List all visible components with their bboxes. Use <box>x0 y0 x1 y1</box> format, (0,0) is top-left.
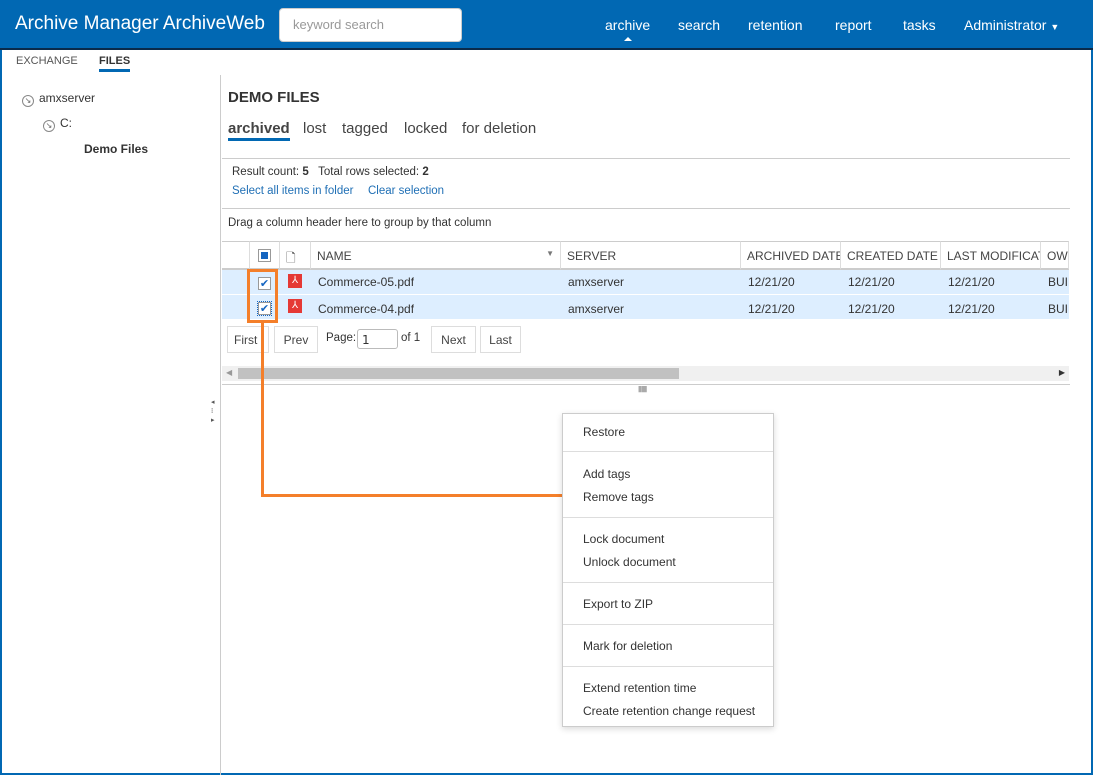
nav-administrator[interactable]: Administrator ▼ <box>964 17 1060 33</box>
prev-page-button[interactable]: Prev <box>274 326 318 353</box>
tree-item-amxserver[interactable]: ↘ amxserver <box>22 91 95 107</box>
row-checkbox[interactable]: ✔ <box>257 301 272 316</box>
pdf-icon: ⅄ <box>288 274 302 288</box>
column-last-modification[interactable]: LAST MODIFICATION <box>941 241 1041 270</box>
panel-divider[interactable] <box>220 75 221 775</box>
annotation-box <box>247 269 278 323</box>
table-row[interactable]: ✔ ⅄ Commerce-05.pdf amxserver 12/21/20 1… <box>222 270 1069 294</box>
tab-archived[interactable]: archived <box>228 120 290 141</box>
select-all-link[interactable]: Select all items in folder <box>232 185 354 197</box>
last-page-button[interactable]: Last <box>480 326 521 353</box>
column-archived-date[interactable]: ARCHIVED DATE <box>741 241 841 270</box>
menu-restore[interactable]: Restore <box>583 425 626 439</box>
column-owner[interactable]: OW <box>1041 241 1069 270</box>
nav-search[interactable]: search <box>678 17 721 33</box>
tab-exchange[interactable]: EXCHANGE <box>16 55 78 67</box>
menu-add-tags[interactable]: Add tags <box>583 467 631 481</box>
select-all-checkbox[interactable] <box>250 241 280 270</box>
menu-extend-retention[interactable]: Extend retention time <box>583 681 697 695</box>
pdf-icon: ⅄ <box>288 299 302 313</box>
expand-icon: ↘ <box>22 95 34 107</box>
app-title: Archive Manager ArchiveWeb <box>15 13 265 34</box>
annotation-line <box>261 323 264 497</box>
sort-menu-icon: ▼ <box>546 249 554 258</box>
scrollbar-thumb[interactable] <box>238 368 679 379</box>
annotation-line <box>261 494 563 497</box>
nav-report[interactable]: report <box>835 17 872 33</box>
search-placeholder: keyword search <box>293 17 385 32</box>
caret-down-icon: ▼ <box>1050 22 1060 32</box>
tree-item-demo-files[interactable]: Demo Files <box>84 142 149 156</box>
collapse-handle-icon[interactable]: ◂ ⁞ ▸ <box>211 398 215 424</box>
tree-item-c[interactable]: ↘ C: <box>43 116 72 132</box>
keyword-search-input[interactable]: keyword search <box>279 8 462 42</box>
table-row[interactable]: ✔ ⅄ Commerce-04.pdf amxserver 12/21/20 1… <box>222 295 1069 319</box>
file-name: Commerce-05.pdf <box>318 275 415 289</box>
active-caret-icon <box>623 37 632 41</box>
tab-for-deletion[interactable]: for deletion <box>462 120 537 137</box>
top-bar <box>0 0 1093 50</box>
tab-locked[interactable]: locked <box>404 120 448 137</box>
menu-lock-document[interactable]: Lock document <box>583 532 665 546</box>
context-menu: Restore Add tags Remove tags Lock docume… <box>562 413 774 727</box>
next-page-button[interactable]: Next <box>431 326 476 353</box>
column-server[interactable]: SERVER <box>561 241 741 270</box>
expand-icon: ↘ <box>43 120 55 132</box>
column-name[interactable]: NAME ▼ <box>311 241 561 270</box>
row-checkbox[interactable]: ✔ <box>258 277 271 290</box>
page-title: DEMO FILES <box>228 89 320 106</box>
clear-selection-link[interactable]: Clear selection <box>368 185 445 197</box>
horizontal-scrollbar[interactable]: ◀ ▶ <box>222 366 1069 381</box>
file-type-header-icon: 🗋 <box>280 241 311 270</box>
menu-mark-deletion[interactable]: Mark for deletion <box>583 639 673 653</box>
result-summary: Result count: 5 Total rows selected: 2 <box>232 166 429 178</box>
menu-retention-change-request[interactable]: Create retention change request <box>583 704 756 718</box>
page-number-input[interactable]: 1 <box>357 329 398 349</box>
tab-lost[interactable]: lost <box>303 120 327 137</box>
nav-retention[interactable]: retention <box>748 17 803 33</box>
nav-tasks[interactable]: tasks <box>903 17 936 33</box>
menu-export-zip[interactable]: Export to ZIP <box>583 597 654 611</box>
tab-files[interactable]: FILES <box>99 55 131 72</box>
menu-unlock-document[interactable]: Unlock document <box>583 555 676 569</box>
group-by-hint: Drag a column header here to group by th… <box>228 217 492 229</box>
resize-grip-icon[interactable]: |||||||| <box>638 386 647 393</box>
nav-archive[interactable]: archive <box>605 17 650 41</box>
file-name: Commerce-04.pdf <box>318 302 415 316</box>
menu-remove-tags[interactable]: Remove tags <box>583 490 654 504</box>
tab-tagged[interactable]: tagged <box>342 120 388 137</box>
column-created-date[interactable]: CREATED DATE <box>841 241 941 270</box>
